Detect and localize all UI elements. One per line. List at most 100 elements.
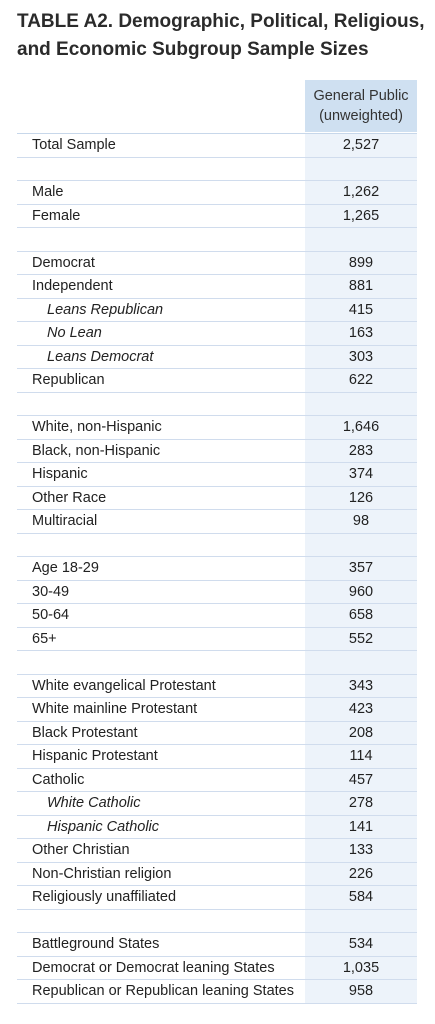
row-value: 423 [305,698,417,721]
row-value: 584 [305,886,417,909]
table-row: No Lean 163 [17,322,417,346]
row-value [305,392,417,415]
row-value [305,157,417,180]
row-label: White mainline Protestant [32,701,198,717]
row-value: 278 [305,792,417,815]
row-label: Black, non-Hispanic [32,442,161,459]
row-label: Total Sample [32,137,116,153]
row-label: White Catholic [47,795,141,811]
row-value [305,651,417,674]
table-row: Republican 622 [17,369,417,393]
table-row: Religiously unaffiliated 584 [17,886,417,910]
table-row: Multiracial 98 [17,510,417,534]
row-label: Leans Republican [47,301,164,318]
table-row: 50-64 658 [17,604,417,628]
row-label: Religiously unaffiliated [32,889,177,905]
table-row: Hispanic Protestant 114 [17,745,417,769]
row-label: Male [32,184,64,200]
table-row: Male 1,262 [17,181,417,205]
table-row: Non-Christian religion 226 [17,862,417,886]
row-value [305,533,417,556]
row-label: Democrat [32,254,95,271]
row-label: 65+ [32,630,57,647]
row-value: 114 [305,745,417,768]
row-value: 958 [305,980,417,1003]
row-value: 98 [305,510,417,533]
row-label: No Lean [47,325,102,341]
column-header-general-public: General Public (unweighted) [305,80,417,132]
row-label: Battleground States [32,936,160,952]
row-value: 163 [305,322,417,345]
sample-size-table: Total Sample 2,527 Male 1,262 Female 1,265 Dem… [17,133,417,1004]
table-row: Black Protestant 208 [17,721,417,745]
row-label: White, non-Hispanic [32,419,162,435]
row-label: 30-49 [32,583,70,600]
row-value: 1,035 [305,956,417,979]
table-title: TABLE A2. Demographic, Political, Religi… [17,11,425,60]
row-label: Independent [32,278,113,294]
table-row [17,392,417,416]
table-row: 30-49 960 [17,580,417,604]
row-value: 1,646 [305,416,417,439]
row-value: 141 [305,815,417,838]
row-value: 283 [305,439,417,462]
row-label: Republican [32,372,105,388]
table-row: Hispanic 374 [17,463,417,487]
table-row [17,157,417,181]
row-value: 357 [305,557,417,580]
row-label: Hispanic Protestant [32,748,158,764]
row-label: Age 18-29 [32,560,99,576]
table-row: White, non-Hispanic 1,646 [17,416,417,440]
row-value: 415 [305,298,417,321]
table-row: Leans Republican 415 [17,298,417,322]
row-label: Black Protestant [32,724,138,741]
row-value: 2,527 [305,134,417,157]
row-label: Other Christian [32,842,130,858]
table-row: Other Christian 133 [17,839,417,863]
row-value: 133 [305,839,417,862]
row-label: Catholic [32,771,85,788]
row-label: Multiracial [32,513,98,529]
table-row: Democrat 899 [17,251,417,275]
row-value [305,228,417,251]
row-value: 1,262 [305,181,417,204]
table-row: White evangelical Protestant 343 [17,674,417,698]
row-label: Democrat or Democrat leaning States [32,959,275,976]
row-value: 622 [305,369,417,392]
row-value: 226 [305,862,417,885]
table-row: Leans Democrat 303 [17,345,417,369]
row-value: 343 [305,674,417,697]
row-label: Non-Christian religion [32,865,172,882]
row-label: Female [32,207,81,224]
table-row: White Catholic 278 [17,792,417,816]
table-row: Democrat or Democrat leaning States 1,035 [17,956,417,980]
table-row: White mainline Protestant 423 [17,698,417,722]
table-row: Black, non-Hispanic 283 [17,439,417,463]
row-value: 534 [305,933,417,956]
table-row: Catholic 457 [17,768,417,792]
table-row: Age 18-29 357 [17,557,417,581]
row-value: 1,265 [305,204,417,227]
table-row: Hispanic Catholic 141 [17,815,417,839]
row-value: 960 [305,580,417,603]
row-label: Hispanic [32,466,88,482]
row-label: White evangelical Protestant [32,677,216,694]
row-value: 126 [305,486,417,509]
column-header-line2: (unweighted) [319,108,403,124]
table-row: Battleground States 534 [17,933,417,957]
row-value: 208 [305,721,417,744]
row-label: 50-64 [32,607,70,623]
table-row: Republican or Republican leaning States 9… [17,980,417,1004]
row-value: 303 [305,345,417,368]
row-label: Other Race [32,489,107,506]
table-row [17,228,417,252]
row-label: Leans Democrat [47,348,154,365]
table-row: Female 1,265 [17,204,417,228]
table-row: Independent 881 [17,275,417,299]
table-row: 65+ 552 [17,627,417,651]
column-header-line1: General Public [313,88,409,104]
table-row [17,909,417,933]
table-row: Total Sample 2,527 [17,134,417,158]
row-value: 552 [305,627,417,650]
table-row [17,651,417,675]
